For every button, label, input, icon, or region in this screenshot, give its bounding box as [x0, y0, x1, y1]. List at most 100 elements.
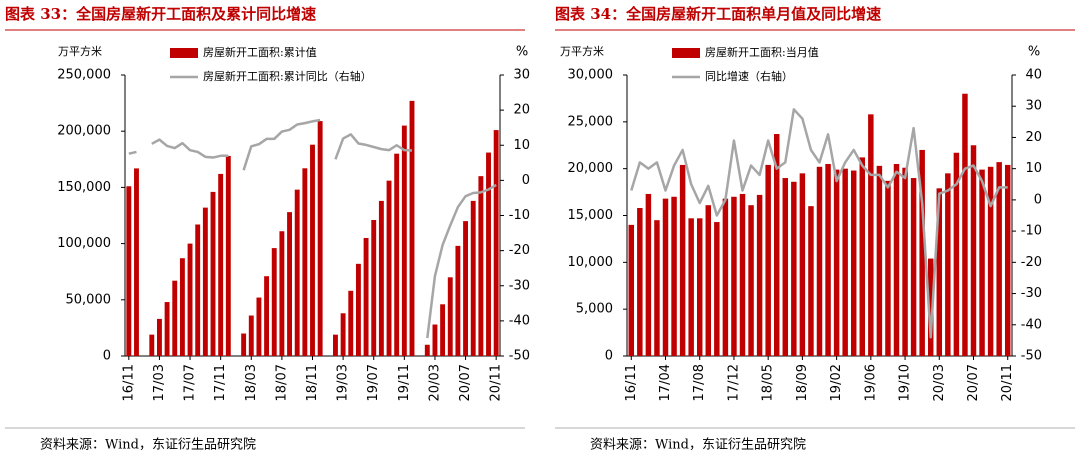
- y2-tick-label: 40: [1025, 68, 1042, 83]
- x-tick-label: 19/10: [898, 364, 913, 401]
- bar: [378, 200, 384, 356]
- bar: [714, 222, 720, 356]
- y2-tick-label: -50: [1021, 349, 1042, 364]
- bar: [432, 324, 438, 356]
- bar: [671, 196, 677, 356]
- bar: [264, 276, 270, 356]
- legend-label: 房屋新开工面积:当月值: [705, 45, 819, 59]
- bar: [654, 220, 660, 356]
- x-tick-label: 17/08: [692, 364, 707, 401]
- bar: [210, 191, 216, 356]
- bar: [628, 224, 635, 356]
- x-tick-label: 17/03: [152, 364, 167, 401]
- bar: [287, 212, 292, 356]
- bar: [478, 176, 484, 356]
- bar: [645, 193, 652, 356]
- bar: [187, 243, 193, 356]
- bar: [893, 163, 900, 356]
- bar: [731, 196, 737, 356]
- bar: [696, 218, 703, 356]
- y-tick-label: 30,000: [568, 68, 614, 83]
- x-tick-label: 17/11: [213, 364, 228, 401]
- legend-swatch: [170, 48, 198, 58]
- bar: [679, 164, 686, 356]
- bar: [919, 149, 925, 356]
- y2-tick-label: -40: [1021, 317, 1042, 332]
- bar: [953, 152, 960, 356]
- bar: [279, 231, 285, 356]
- bar: [799, 173, 806, 356]
- bar: [363, 237, 369, 356]
- x-tick-label: 19/03: [336, 364, 351, 401]
- bar: [791, 181, 797, 356]
- bar: [876, 165, 883, 356]
- y2-tick-label: 10: [513, 138, 530, 153]
- bar: [927, 258, 934, 356]
- bar: [317, 121, 323, 356]
- x-tick-label: 18/05: [761, 364, 776, 401]
- bar: [773, 134, 780, 356]
- x-tick-label: 18/03: [244, 364, 259, 401]
- bar: [401, 125, 407, 356]
- bar: [739, 193, 746, 356]
- bar: [936, 188, 943, 356]
- x-tick-label: 18/07: [274, 364, 289, 401]
- y2-tick-label: -20: [1021, 255, 1042, 270]
- legend-swatch: [672, 48, 700, 58]
- bar: [825, 163, 831, 356]
- x-tick-label: 18/11: [305, 364, 320, 401]
- bar: [333, 334, 338, 356]
- source: 资料来源：Wind，东证衍生品研究院: [40, 438, 256, 453]
- bar: [156, 318, 162, 356]
- chart-title: 图表 33：全国房屋新开工面积及累计同比增速: [5, 5, 316, 23]
- bar: [902, 167, 908, 356]
- bar: [970, 145, 977, 356]
- bar: [195, 224, 201, 356]
- y-tick-label: 100,000: [57, 236, 111, 251]
- legend-label: 房屋新开工面积:累计同比（右轴）: [203, 69, 372, 83]
- bar: [447, 277, 453, 356]
- y-axis-label: 万平方米: [560, 44, 604, 58]
- y2-tick-label: 20: [1025, 130, 1042, 145]
- bar: [868, 114, 874, 356]
- bar: [172, 280, 178, 356]
- bar: [910, 178, 917, 356]
- bar: [179, 258, 185, 356]
- bar: [637, 208, 643, 356]
- y2-tick-label: 20: [513, 103, 530, 118]
- y-tick-label: 25,000: [568, 114, 614, 129]
- bar: [486, 152, 491, 356]
- line: [128, 118, 497, 339]
- y-tick-label: 50,000: [66, 292, 112, 307]
- y2-tick-label: -50: [509, 349, 530, 364]
- bar: [1004, 164, 1011, 356]
- x-tick-label: 20/07: [458, 364, 473, 401]
- x-tick-label: 20/07: [966, 364, 981, 401]
- bar: [241, 333, 247, 356]
- bar: [493, 130, 499, 356]
- bar: [355, 263, 361, 356]
- bar: [987, 166, 994, 356]
- bar: [756, 194, 763, 356]
- x-tick-label: 17/12: [726, 364, 741, 401]
- x-tick-label: 20/11: [1000, 364, 1015, 401]
- bar: [302, 168, 308, 356]
- bar: [455, 245, 461, 356]
- y-tick-label: 0: [605, 349, 613, 364]
- x-tick-label: 20/03: [932, 364, 947, 401]
- bar: [149, 334, 155, 356]
- chart: 图表 33：全国房屋新开工面积及累计同比增速资料来源：Wind，东证衍生品研究院…: [5, 5, 530, 453]
- y-axis-label: 万平方米: [58, 44, 102, 58]
- y2-tick-label: 30: [513, 68, 530, 83]
- bar: [722, 198, 729, 356]
- y-tick-label: 200,000: [57, 124, 111, 139]
- bar: [248, 315, 254, 356]
- y-tick-label: 250,000: [57, 68, 111, 83]
- x-tick-label: 19/07: [366, 364, 381, 401]
- bar: [885, 180, 891, 356]
- y2-axis-label: %: [1028, 45, 1040, 60]
- bar: [979, 169, 985, 356]
- bar: [705, 205, 712, 356]
